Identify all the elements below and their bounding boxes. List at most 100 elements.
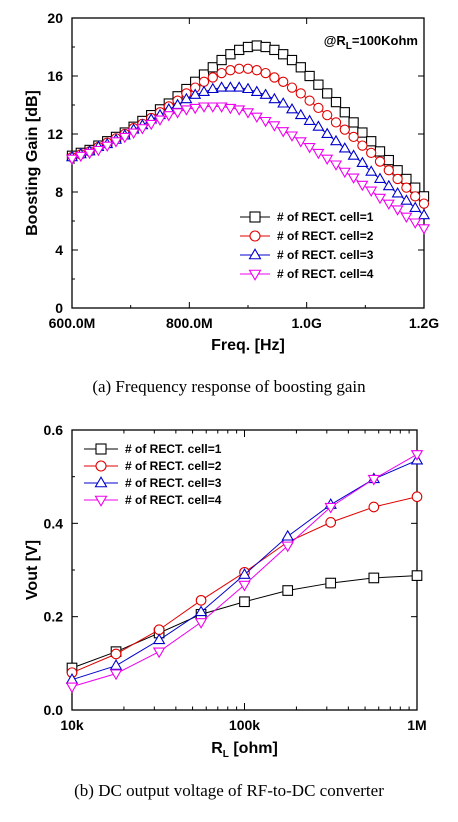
chart-a-point: [382, 199, 395, 210]
chart-a-point: [418, 198, 430, 209]
chart-a-ytick-label: 16: [47, 68, 63, 84]
chart-a-xtick-label: 1.0G: [291, 315, 321, 331]
chart-b-xtick-label: 1M: [407, 717, 426, 733]
chart-a-point: [356, 180, 369, 192]
chart-a-point: [374, 146, 386, 157]
chart-a-xtick-label: 800.0M: [166, 315, 213, 331]
chart-a-ytick-label: 20: [47, 10, 63, 26]
chart-a-legend-marker: [248, 248, 262, 260]
chart-a-point: [74, 151, 87, 163]
chart-a-point: [410, 182, 421, 193]
chart-b-point: [109, 669, 123, 681]
chart-a-ytick-label: 8: [55, 184, 63, 200]
chart-a-point: [242, 41, 254, 53]
chart-a-legend-marker: [248, 269, 262, 281]
chart-a-point: [260, 41, 271, 53]
chart-a-point: [136, 124, 149, 135]
chart-a-point: [330, 117, 342, 128]
chart-b-legend-label: # of RECT. cell=4: [125, 493, 222, 507]
chart-a-point: [277, 127, 290, 138]
chart-a-point: [83, 148, 96, 160]
chart-a-point: [348, 117, 359, 128]
chart-b-series: [65, 450, 424, 694]
chart-a-point: [101, 141, 114, 152]
chart-a-point: [278, 49, 289, 60]
chart-a-point: [216, 67, 227, 79]
chart-a-point: [313, 79, 324, 90]
chart-b-xlabel: RL [ohm]: [211, 740, 278, 760]
chart-a-point: [171, 108, 184, 119]
chart-a-point: [259, 88, 272, 99]
chart-a-point: [92, 145, 105, 157]
chart-a-series: [65, 102, 431, 235]
chart-a-point: [417, 224, 431, 235]
chart-a-point: [410, 191, 421, 202]
chart-a-point: [206, 102, 219, 113]
chart-b-point: [195, 594, 207, 606]
chart-a-point: [409, 218, 422, 229]
chart-a-point: [250, 112, 263, 123]
chart-a-point: [259, 116, 272, 128]
chart-a-point: [268, 92, 281, 104]
chart-a-xtick-label: 600.0M: [49, 315, 96, 331]
chart-b-point: [194, 618, 208, 629]
chart-b-point: [110, 648, 122, 660]
chart-a-legend-label: # of RECT. cell=3: [277, 248, 374, 262]
chart-a-legend-label: # of RECT. cell=2: [277, 229, 374, 243]
chart-b-legend-label: # of RECT. cell=1: [125, 442, 222, 456]
chart-a-point: [338, 142, 351, 153]
chart-b-caption: (b) DC output voltage of RF-to-DC conver…: [74, 781, 384, 800]
chart-a-point: [225, 65, 236, 76]
chart-a-point: [207, 62, 218, 73]
chart-a-point: [366, 136, 377, 147]
chart-b-ytick-label: 0.6: [44, 422, 64, 438]
chart-a-point: [286, 54, 298, 66]
chart-b-ytick-label: 0.2: [44, 609, 64, 625]
chart-a-point: [180, 92, 193, 104]
chart-a-point: [392, 173, 403, 185]
chart-b-point: [65, 682, 79, 694]
chart-a-point: [224, 103, 237, 115]
chart-a-point: [118, 132, 131, 144]
chart-a-legend-label: # of RECT. cell=4: [277, 267, 374, 281]
chart-a-point: [198, 76, 210, 87]
chart-a-point: [241, 82, 255, 94]
chart-a-xtick-label: 1.2G: [409, 315, 439, 331]
chart-a-point: [400, 194, 413, 205]
chart-b-point: [324, 502, 337, 514]
chart-a-point: [295, 88, 306, 99]
chart-a-point: [322, 110, 333, 121]
chart-b-point: [238, 580, 251, 592]
chart-a-point: [295, 62, 306, 73]
chart-b-ytick-label: 0.0: [44, 702, 64, 718]
chart-a-point: [127, 128, 140, 139]
chart-a-point: [269, 72, 280, 83]
chart-a-point: [215, 102, 228, 113]
chart-a-point: [206, 82, 219, 94]
chart-a-legend-marker: [249, 211, 261, 223]
chart-a-ylabel: Boosting Gain [dB]: [24, 90, 41, 236]
chart-b-point: [325, 577, 337, 589]
chart-b-point: [152, 647, 166, 659]
chart-a-point: [373, 172, 387, 183]
chart-a-point: [409, 201, 422, 212]
chart-a-point: [303, 114, 316, 125]
chart-a-point: [357, 127, 368, 138]
chart-a-point: [197, 102, 211, 113]
chart-b-point: [368, 501, 380, 513]
chart-a-legend-marker: [249, 230, 261, 242]
chart-a-point: [365, 165, 378, 176]
chart-a-frame: [71, 17, 425, 309]
chart-a: 600.0M 800.0M 1.0G 1.2G 0 4 8 12 16 20 @RL=100Kohm…: [24, 10, 439, 396]
chart-a-point: [162, 111, 175, 122]
chart-a-point: [189, 103, 202, 115]
chart-b-legend-marker: [95, 460, 107, 472]
chart-a-point: [250, 85, 263, 96]
chart-a-point: [373, 193, 387, 205]
chart-a-point: [233, 105, 246, 116]
chart-b-point: [367, 474, 381, 486]
chart-b-point: [281, 541, 294, 553]
chart-a-point: [330, 96, 342, 108]
chart-b-point: [194, 605, 208, 617]
